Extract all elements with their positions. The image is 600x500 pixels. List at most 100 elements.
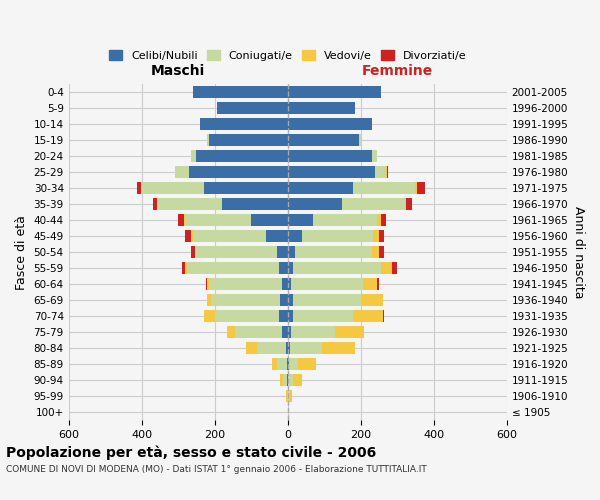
Bar	[277, 246, 287, 258]
Bar	[211, 294, 280, 306]
Bar	[272, 358, 277, 370]
Text: Maschi: Maschi	[151, 64, 205, 78]
Bar	[287, 150, 371, 162]
Bar	[379, 246, 385, 258]
Bar	[193, 86, 287, 99]
Bar	[208, 134, 209, 146]
Bar	[137, 182, 141, 194]
Bar	[194, 246, 196, 258]
Bar	[322, 342, 355, 354]
Bar	[200, 118, 287, 130]
Bar	[141, 182, 142, 194]
Bar	[386, 166, 388, 178]
Bar	[280, 374, 283, 386]
Bar	[217, 102, 287, 115]
Bar	[266, 230, 287, 242]
Bar	[293, 294, 361, 306]
Bar	[191, 230, 193, 242]
Bar	[215, 310, 278, 322]
Bar	[204, 182, 287, 194]
Bar	[353, 310, 383, 322]
Bar	[287, 358, 289, 370]
Bar	[289, 374, 293, 386]
Bar	[222, 198, 287, 210]
Bar	[361, 294, 383, 306]
Bar	[282, 278, 287, 290]
Bar	[209, 278, 282, 290]
Bar	[187, 262, 278, 274]
Bar	[185, 230, 191, 242]
Bar	[293, 262, 381, 274]
Bar	[302, 230, 373, 242]
Bar	[208, 294, 211, 306]
Bar	[189, 166, 287, 178]
Bar	[287, 294, 293, 306]
Bar	[209, 134, 287, 146]
Bar	[184, 214, 185, 226]
Bar	[287, 310, 293, 322]
Bar	[154, 198, 157, 210]
Bar	[142, 182, 204, 194]
Bar	[208, 278, 209, 290]
Bar	[287, 182, 353, 194]
Bar	[287, 166, 376, 178]
Bar	[371, 246, 379, 258]
Bar	[204, 310, 215, 322]
Bar	[415, 182, 417, 194]
Bar	[287, 118, 371, 130]
Bar	[289, 358, 298, 370]
Bar	[191, 150, 196, 162]
Bar	[287, 214, 313, 226]
Bar	[287, 230, 302, 242]
Bar	[287, 134, 359, 146]
Bar	[287, 102, 355, 115]
Bar	[286, 342, 287, 354]
Y-axis label: Anni di nascita: Anni di nascita	[572, 206, 585, 298]
Bar	[287, 86, 381, 99]
Bar	[293, 374, 302, 386]
Bar	[287, 278, 292, 290]
Bar	[381, 214, 386, 226]
Bar	[293, 310, 353, 322]
Bar	[287, 326, 292, 338]
Legend: Celibi/Nubili, Coniugati/e, Vedovi/e, Divorziati/e: Celibi/Nubili, Coniugati/e, Vedovi/e, Di…	[106, 46, 470, 64]
Bar	[287, 406, 289, 418]
Bar	[227, 326, 235, 338]
Bar	[371, 150, 377, 162]
Bar	[182, 262, 185, 274]
Bar	[290, 390, 292, 402]
Text: Popolazione per età, sesso e stato civile - 2006: Popolazione per età, sesso e stato civil…	[6, 446, 376, 460]
Bar	[359, 134, 361, 146]
Bar	[278, 262, 287, 274]
Bar	[251, 214, 287, 226]
Bar	[282, 326, 287, 338]
Bar	[287, 390, 290, 402]
Bar	[280, 294, 287, 306]
Bar	[292, 326, 335, 338]
Bar	[313, 214, 377, 226]
Bar	[392, 262, 397, 274]
Bar	[295, 246, 371, 258]
Bar	[287, 262, 293, 274]
Bar	[343, 198, 404, 210]
Bar	[373, 230, 379, 242]
Bar	[383, 310, 385, 322]
Bar	[277, 358, 287, 370]
Bar	[406, 198, 412, 210]
Bar	[381, 262, 392, 274]
Bar	[196, 246, 277, 258]
Bar	[178, 214, 184, 226]
Bar	[185, 262, 187, 274]
Bar	[157, 198, 158, 210]
Bar	[377, 214, 381, 226]
Bar	[193, 230, 266, 242]
Bar	[290, 342, 322, 354]
Bar	[287, 374, 289, 386]
Bar	[278, 310, 287, 322]
Bar	[257, 342, 286, 354]
Bar	[286, 390, 287, 402]
Bar	[335, 326, 364, 338]
Bar	[206, 278, 208, 290]
Bar	[287, 342, 290, 354]
Bar	[292, 278, 362, 290]
